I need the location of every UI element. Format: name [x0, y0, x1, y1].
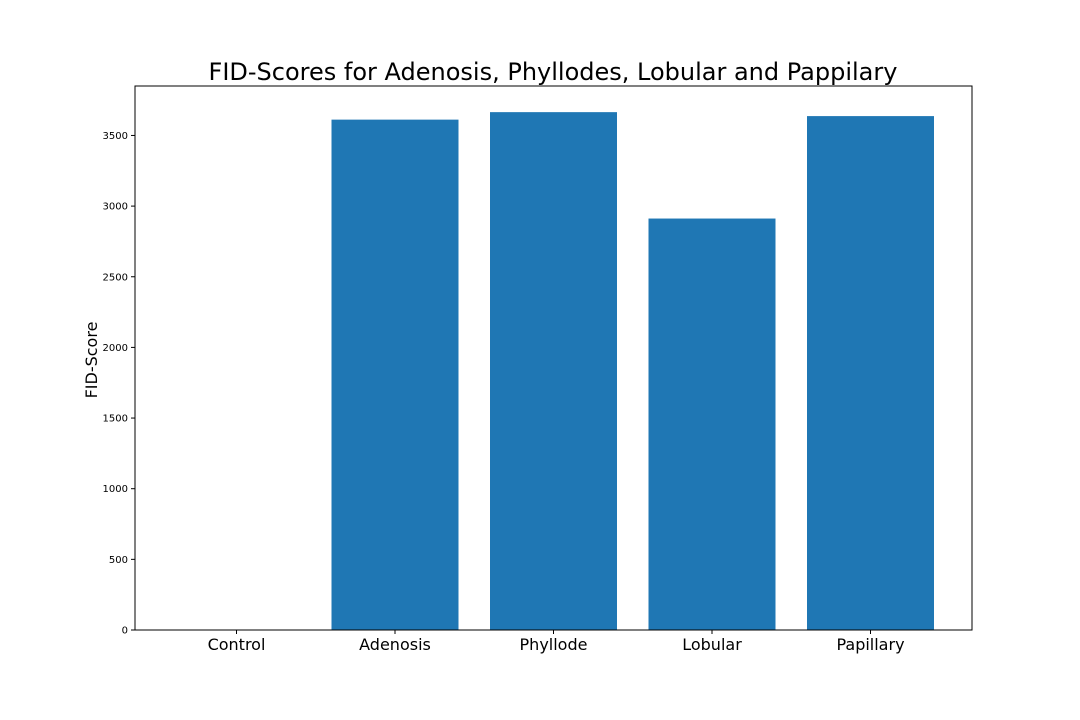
x-tick-label: Lobular: [682, 635, 742, 654]
y-tick-label: 2500: [103, 272, 128, 283]
bar-phyllode: [490, 112, 617, 630]
x-tick-label: Papillary: [836, 635, 904, 654]
y-tick-label: 3000: [103, 202, 128, 213]
y-tick-label: 3500: [103, 131, 128, 142]
y-tick-label: 0: [122, 626, 128, 637]
chart-title: FID-Scores for Adenosis, Phyllodes, Lobu…: [209, 58, 898, 86]
bar-lobular: [648, 218, 776, 630]
y-axis-label: FID-Score: [82, 322, 101, 399]
y-tick-label: 1500: [103, 414, 128, 425]
x-tick-label: Phyllode: [520, 635, 588, 654]
x-tick-label: Control: [208, 635, 266, 654]
plot-area-frame: [134, 85, 973, 631]
y-axis: 0 500 1000 1500 2000 2500 3000 3500: [103, 131, 135, 637]
x-tick-label: Adenosis: [359, 635, 431, 654]
bars-group: [331, 112, 934, 631]
y-tick-label: 2000: [103, 343, 128, 354]
bar-papillary: [807, 116, 934, 631]
y-tick-label: 500: [109, 555, 128, 566]
bar-adenosis: [331, 119, 459, 630]
x-axis: Control Adenosis Phyllode Lobular Papillary: [208, 630, 905, 654]
y-tick-label: 1000: [103, 484, 128, 495]
